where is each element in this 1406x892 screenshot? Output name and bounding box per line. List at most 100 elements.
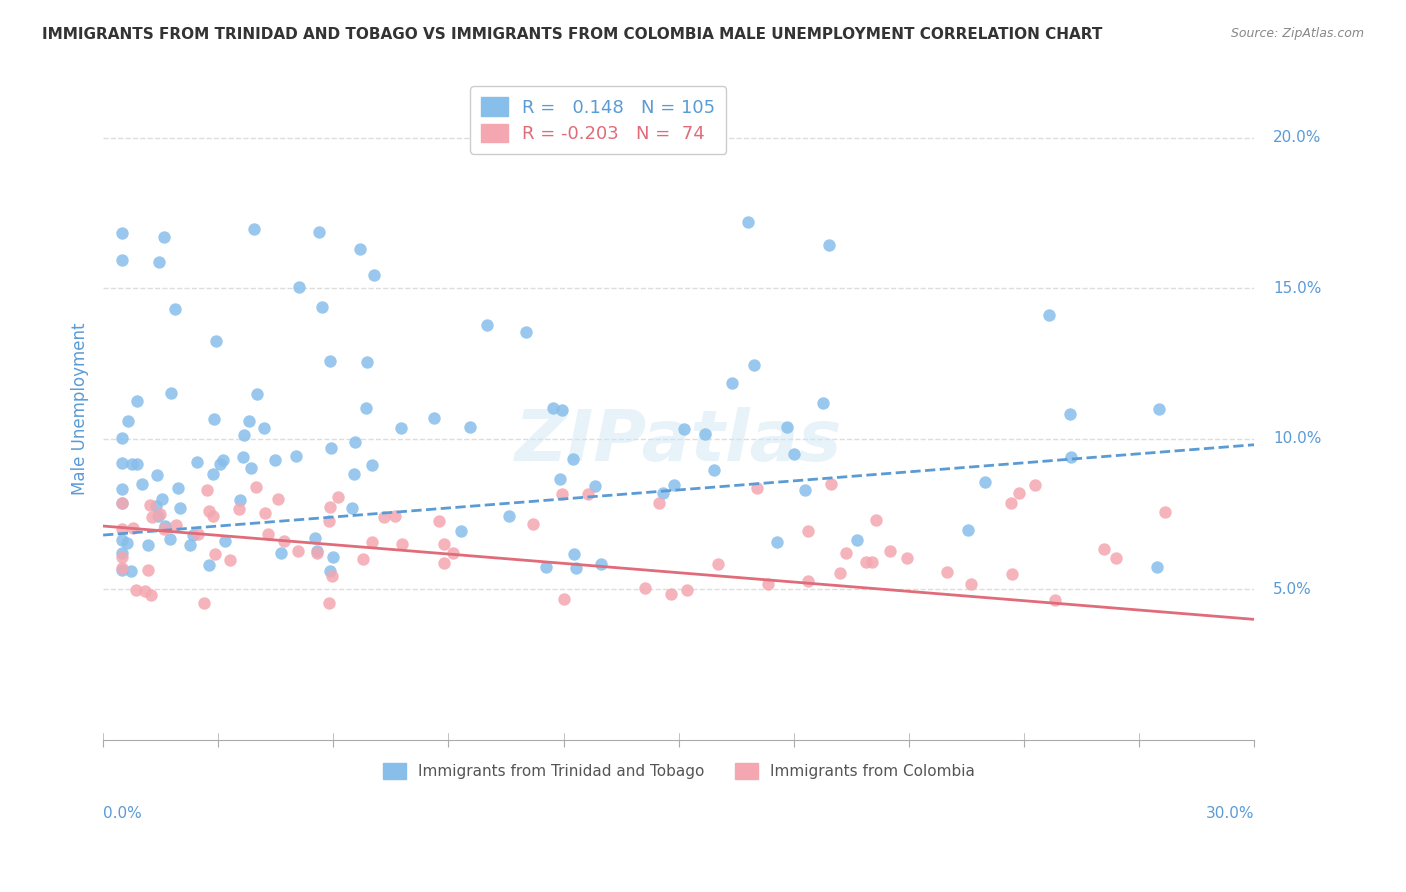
Point [498,508,520,523]
Point [1146,560,1168,574]
Point [550,473,572,487]
Text: 10.0%: 10.0% [1274,431,1322,446]
Point [152,229,174,244]
Point [974,475,997,490]
Point [318,354,340,368]
Point [349,242,371,256]
Point [1104,550,1126,565]
Point [127,393,149,408]
Point [202,467,225,481]
Point [662,478,685,492]
Point [307,544,329,558]
Point [212,453,235,467]
Point [166,481,188,495]
Point [422,410,444,425]
Point [136,538,159,552]
Point [318,596,340,610]
Point [1060,450,1083,464]
Point [308,225,330,239]
Point [1092,541,1115,556]
Point [515,325,537,339]
Point [131,477,153,491]
Point [1024,478,1046,492]
Point [284,449,307,463]
Point [193,596,215,610]
Point [318,500,340,515]
Point [267,491,290,506]
Point [818,238,841,252]
Point [228,501,250,516]
Point [322,549,344,564]
Point [159,532,181,546]
Point [589,558,612,572]
Point [433,537,456,551]
Y-axis label: Male Unemployment: Male Unemployment [72,322,89,495]
Point [820,477,842,491]
Point [153,522,176,536]
Point [340,501,363,516]
Point [703,463,725,477]
Point [354,401,377,416]
Point [270,546,292,560]
Point [460,420,482,434]
Point [676,583,699,598]
Point [441,546,464,560]
Point [835,546,858,560]
Point [562,547,585,561]
Point [181,528,204,542]
Point [737,215,759,229]
Point [845,533,868,547]
Point [134,584,156,599]
Point [634,582,657,596]
Point [245,480,267,494]
Point [111,456,134,470]
Point [865,513,887,527]
Point [475,318,498,333]
Point [957,523,980,537]
Point [304,531,326,545]
Point [148,255,170,269]
Point [326,490,349,504]
Point [146,468,169,483]
Point [121,457,143,471]
Point [707,558,730,572]
Point [160,386,183,401]
Point [165,517,187,532]
Point [136,563,159,577]
Point [1059,407,1081,421]
Point [305,546,328,560]
Point [218,552,240,566]
Point [111,482,134,496]
Point [860,555,883,569]
Point [202,412,225,426]
Point [311,301,333,315]
Point [256,527,278,541]
Point [830,566,852,581]
Point [553,591,575,606]
Point [111,549,134,564]
Point [246,386,269,401]
Point [111,253,134,268]
Point [198,558,221,572]
Text: 5.0%: 5.0% [1274,582,1312,597]
Point [214,534,236,549]
Text: Source: ZipAtlas.com: Source: ZipAtlas.com [1230,27,1364,40]
Point [766,534,789,549]
Point [198,504,221,518]
Point [756,577,779,591]
Point [150,491,173,506]
Point [288,280,311,294]
Point [111,227,134,241]
Point [855,555,877,569]
Legend: R =   0.148   N = 105, R = -0.203   N =  74: R = 0.148 N = 105, R = -0.203 N = 74 [470,87,727,154]
Point [115,536,138,550]
Point [238,414,260,428]
Point [543,401,565,416]
Point [647,495,669,509]
Point [672,422,695,436]
Point [111,546,134,560]
Point [253,421,276,435]
Point [186,455,208,469]
Text: ZIPatlas: ZIPatlas [515,408,842,476]
Point [273,533,295,548]
